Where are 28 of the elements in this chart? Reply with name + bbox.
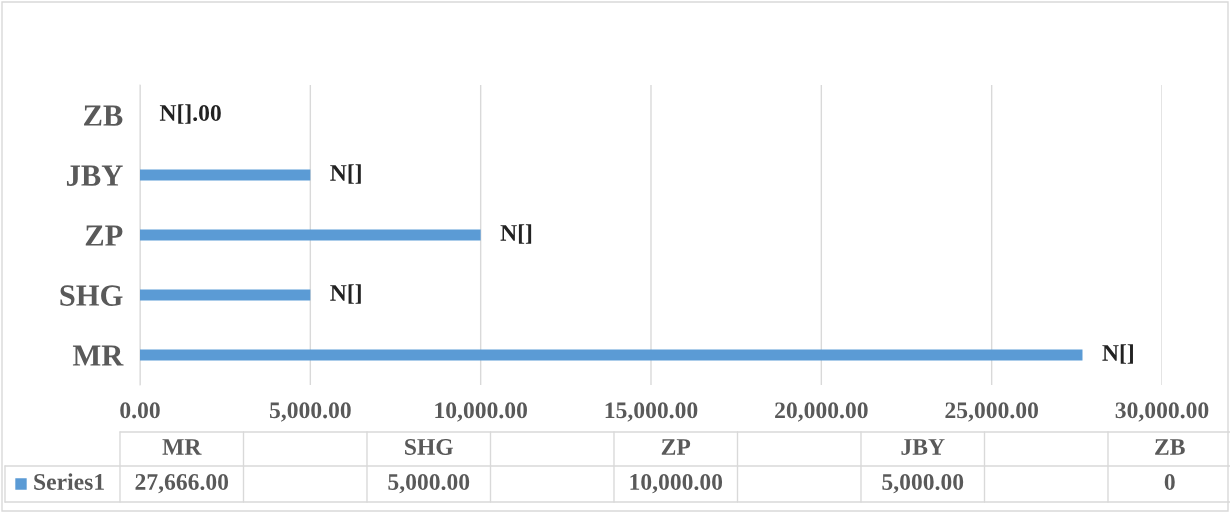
text: 0 (1164, 473, 1175, 490)
text: 5,000.00 (388, 473, 470, 494)
y-tick-label: MR (72, 345, 124, 366)
x-tick-label: 30,000.00 (1115, 402, 1209, 422)
legend-label: Series1 (34, 473, 104, 490)
category-label: JBY (901, 439, 945, 455)
y-tick-label: JBY (66, 165, 123, 186)
x-tick-label: 15,000.00 (605, 402, 698, 422)
data-label: N[].00 (159, 104, 221, 124)
data-label: N[] (500, 224, 532, 244)
category-label: ZB (1155, 439, 1185, 455)
text: 5,000.00 (882, 473, 964, 494)
y-tick-label: ZB (84, 105, 123, 126)
category-label: ZP (661, 439, 691, 455)
x-tick-label: 20,000.00 (775, 402, 868, 422)
text: 10,000.00 (630, 473, 723, 494)
category-label: MR (162, 439, 202, 455)
data-label: N[] (330, 164, 361, 184)
category-label: SHG (405, 439, 454, 455)
x-tick-label: 10,000.00 (435, 402, 527, 422)
x-tick-label: 0.00 (120, 402, 160, 419)
y-tick-label: SHG (60, 285, 123, 306)
data-label: N[] (1102, 344, 1133, 364)
x-tick-label: 25,000.00 (945, 402, 1038, 422)
text: 27,666.00 (135, 473, 229, 494)
x-tick-label: 5,000.00 (269, 402, 351, 422)
data-label: N[] (330, 284, 361, 304)
y-tick-label: ZP (85, 225, 123, 246)
